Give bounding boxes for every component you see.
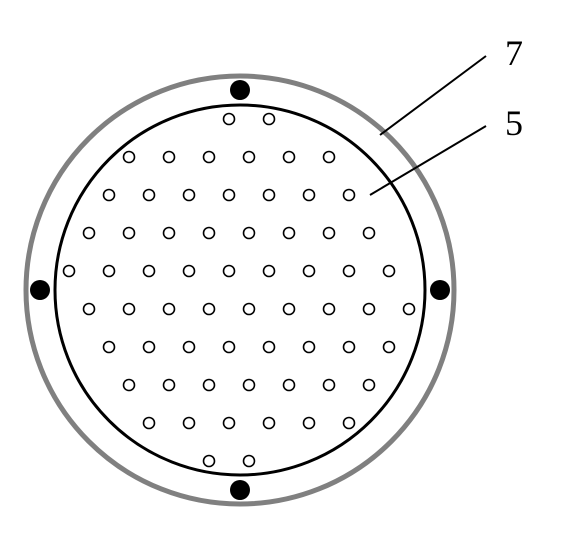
perforation-hole — [104, 190, 115, 201]
perforation-hole — [204, 228, 215, 239]
perforation-hole — [244, 152, 255, 163]
perforation-hole — [324, 228, 335, 239]
perforation-hole — [264, 266, 275, 277]
perforation-hole — [264, 342, 275, 353]
perforation-hole — [184, 418, 195, 429]
perforation-hole — [244, 380, 255, 391]
perforation-hole — [264, 418, 275, 429]
perforation-hole — [364, 228, 375, 239]
perforation-hole — [184, 266, 195, 277]
bolt-dot — [230, 480, 250, 500]
perforation-hole — [204, 380, 215, 391]
perforation-hole — [124, 228, 135, 239]
perforation-hole — [144, 266, 155, 277]
perforation-hole — [384, 266, 395, 277]
perforation-hole — [144, 342, 155, 353]
perforation-hole — [364, 380, 375, 391]
perforation-hole — [224, 114, 235, 125]
perforation-hole — [104, 266, 115, 277]
perforation-hole — [304, 342, 315, 353]
bolt-dot — [430, 280, 450, 300]
perforation-hole — [344, 190, 355, 201]
perforation-hole — [164, 304, 175, 315]
perforation-hole — [144, 418, 155, 429]
perforation-hole — [84, 228, 95, 239]
perforation-hole — [124, 380, 135, 391]
perforation-hole — [204, 304, 215, 315]
perforation-hole — [164, 228, 175, 239]
leader-line — [380, 56, 486, 135]
perforation-hole — [204, 456, 215, 467]
bolt-dot — [30, 280, 50, 300]
bolt-dot — [230, 80, 250, 100]
perforation-hole — [284, 304, 295, 315]
label-5: 5 — [505, 103, 523, 143]
perforation-hole — [224, 342, 235, 353]
perforation-hole — [184, 190, 195, 201]
technical-diagram: 75 — [0, 0, 566, 538]
inner-plate — [55, 105, 425, 475]
perforation-hole — [324, 380, 335, 391]
perforation-hole — [304, 190, 315, 201]
perforation-hole — [164, 380, 175, 391]
perforation-hole — [284, 228, 295, 239]
perforation-hole — [244, 228, 255, 239]
perforation-hole — [304, 266, 315, 277]
perforation-hole — [284, 380, 295, 391]
perforation-hole — [104, 342, 115, 353]
perforation-hole — [224, 418, 235, 429]
perforation-hole — [404, 304, 415, 315]
perforation-hole — [204, 152, 215, 163]
perforation-hole — [144, 190, 155, 201]
perforation-hole — [364, 304, 375, 315]
perforation-hole — [264, 190, 275, 201]
perforation-hole — [304, 418, 315, 429]
perforation-hole — [264, 114, 275, 125]
perforation-hole — [84, 304, 95, 315]
perforation-hole — [344, 266, 355, 277]
perforation-hole — [324, 152, 335, 163]
perforation-hole — [244, 304, 255, 315]
perforation-hole — [384, 342, 395, 353]
perforation-hole — [344, 418, 355, 429]
label-7: 7 — [505, 33, 523, 73]
perforation-hole — [124, 304, 135, 315]
perforation-hole — [344, 342, 355, 353]
perforation-hole — [284, 152, 295, 163]
perforation-hole — [64, 266, 75, 277]
perforation-hole — [224, 190, 235, 201]
perforation-hole — [244, 456, 255, 467]
perforation-hole — [224, 266, 235, 277]
perforation-hole — [184, 342, 195, 353]
perforation-hole — [124, 152, 135, 163]
perforation-hole — [324, 304, 335, 315]
perforation-hole — [164, 152, 175, 163]
